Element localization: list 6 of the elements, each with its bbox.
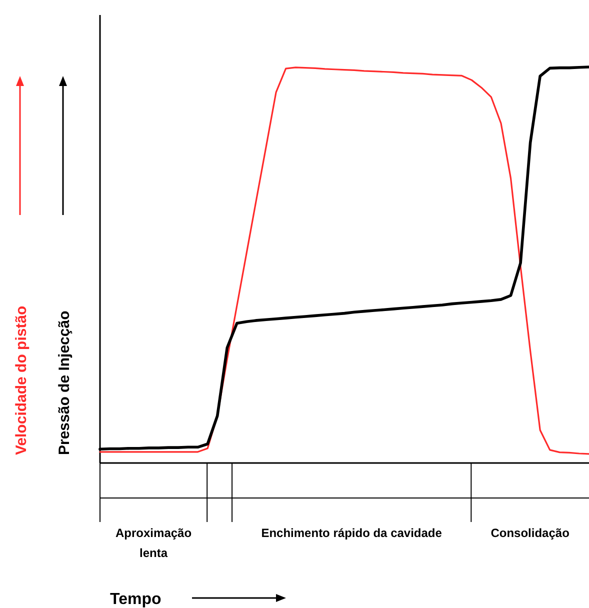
text: Pressão de Injecção bbox=[56, 310, 73, 455]
text: Enchimento rápido da cavidade bbox=[261, 526, 442, 540]
text: Velocidade do pistão bbox=[13, 306, 30, 455]
text: Consolidação bbox=[490, 526, 570, 540]
text: Aproximação lenta bbox=[116, 526, 192, 560]
text: Tempo bbox=[110, 591, 162, 608]
